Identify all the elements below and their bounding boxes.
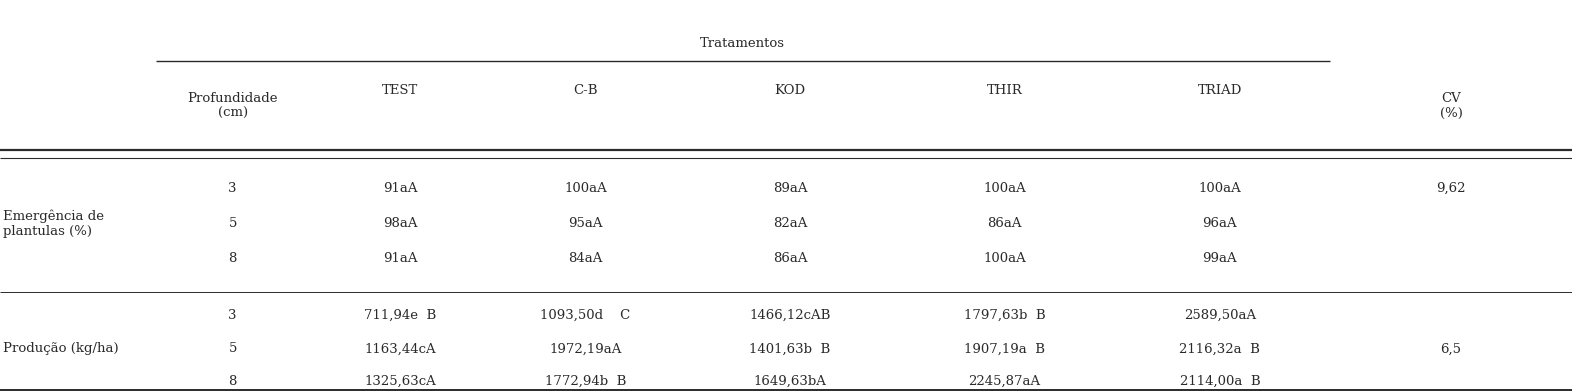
Text: 2589,50aA: 2589,50aA	[1184, 309, 1256, 322]
Text: 100aA: 100aA	[564, 181, 607, 195]
Text: 1649,63bA: 1649,63bA	[753, 374, 827, 388]
Text: Emergência de
plantulas (%): Emergência de plantulas (%)	[3, 209, 104, 238]
Text: 9,62: 9,62	[1437, 181, 1465, 195]
Text: 2114,00a  B: 2114,00a B	[1179, 374, 1261, 388]
Text: 1093,50d    C: 1093,50d C	[541, 309, 630, 322]
Text: 1907,19a  B: 1907,19a B	[964, 342, 1045, 356]
Text: 3: 3	[228, 181, 237, 195]
Text: KOD: KOD	[775, 83, 805, 97]
Text: 1772,94b  B: 1772,94b B	[545, 374, 626, 388]
Text: TEST: TEST	[382, 83, 418, 97]
Text: 1797,63b  B: 1797,63b B	[964, 309, 1045, 322]
Text: 711,94e  B: 711,94e B	[365, 309, 435, 322]
Text: Tratamentos: Tratamentos	[700, 36, 786, 50]
Text: 99aA: 99aA	[1203, 252, 1237, 265]
Text: THIR: THIR	[987, 83, 1022, 97]
Text: 1163,44cA: 1163,44cA	[365, 342, 435, 356]
Text: 100aA: 100aA	[982, 252, 1027, 265]
Text: C-B: C-B	[574, 83, 597, 97]
Text: 86aA: 86aA	[987, 217, 1022, 230]
Text: 8: 8	[228, 252, 237, 265]
Text: 6,5: 6,5	[1440, 342, 1462, 356]
Text: 1466,12cAB: 1466,12cAB	[750, 309, 830, 322]
Text: 1972,19aA: 1972,19aA	[549, 342, 623, 356]
Text: 8: 8	[228, 374, 237, 388]
Text: 86aA: 86aA	[773, 252, 806, 265]
Text: 5: 5	[228, 217, 237, 230]
Text: 89aA: 89aA	[773, 181, 806, 195]
Text: 82aA: 82aA	[773, 217, 806, 230]
Text: 91aA: 91aA	[384, 252, 417, 265]
Text: 2245,87aA: 2245,87aA	[968, 374, 1041, 388]
Text: 98aA: 98aA	[384, 217, 417, 230]
Text: 3: 3	[228, 309, 237, 322]
Text: 84aA: 84aA	[569, 252, 602, 265]
Text: 2116,32a  B: 2116,32a B	[1179, 342, 1261, 356]
Text: 91aA: 91aA	[384, 181, 417, 195]
Text: 1325,63cA: 1325,63cA	[365, 374, 435, 388]
Text: TRIAD: TRIAD	[1198, 83, 1242, 97]
Text: CV
(%): CV (%)	[1440, 92, 1462, 120]
Text: 1401,63b  B: 1401,63b B	[750, 342, 830, 356]
Text: Profundidade
(cm): Profundidade (cm)	[187, 92, 278, 120]
Text: 5: 5	[228, 342, 237, 356]
Text: 96aA: 96aA	[1203, 217, 1237, 230]
Text: 95aA: 95aA	[569, 217, 602, 230]
Text: Produção (kg/ha): Produção (kg/ha)	[3, 342, 119, 355]
Text: 100aA: 100aA	[1198, 181, 1242, 195]
Text: 100aA: 100aA	[982, 181, 1027, 195]
